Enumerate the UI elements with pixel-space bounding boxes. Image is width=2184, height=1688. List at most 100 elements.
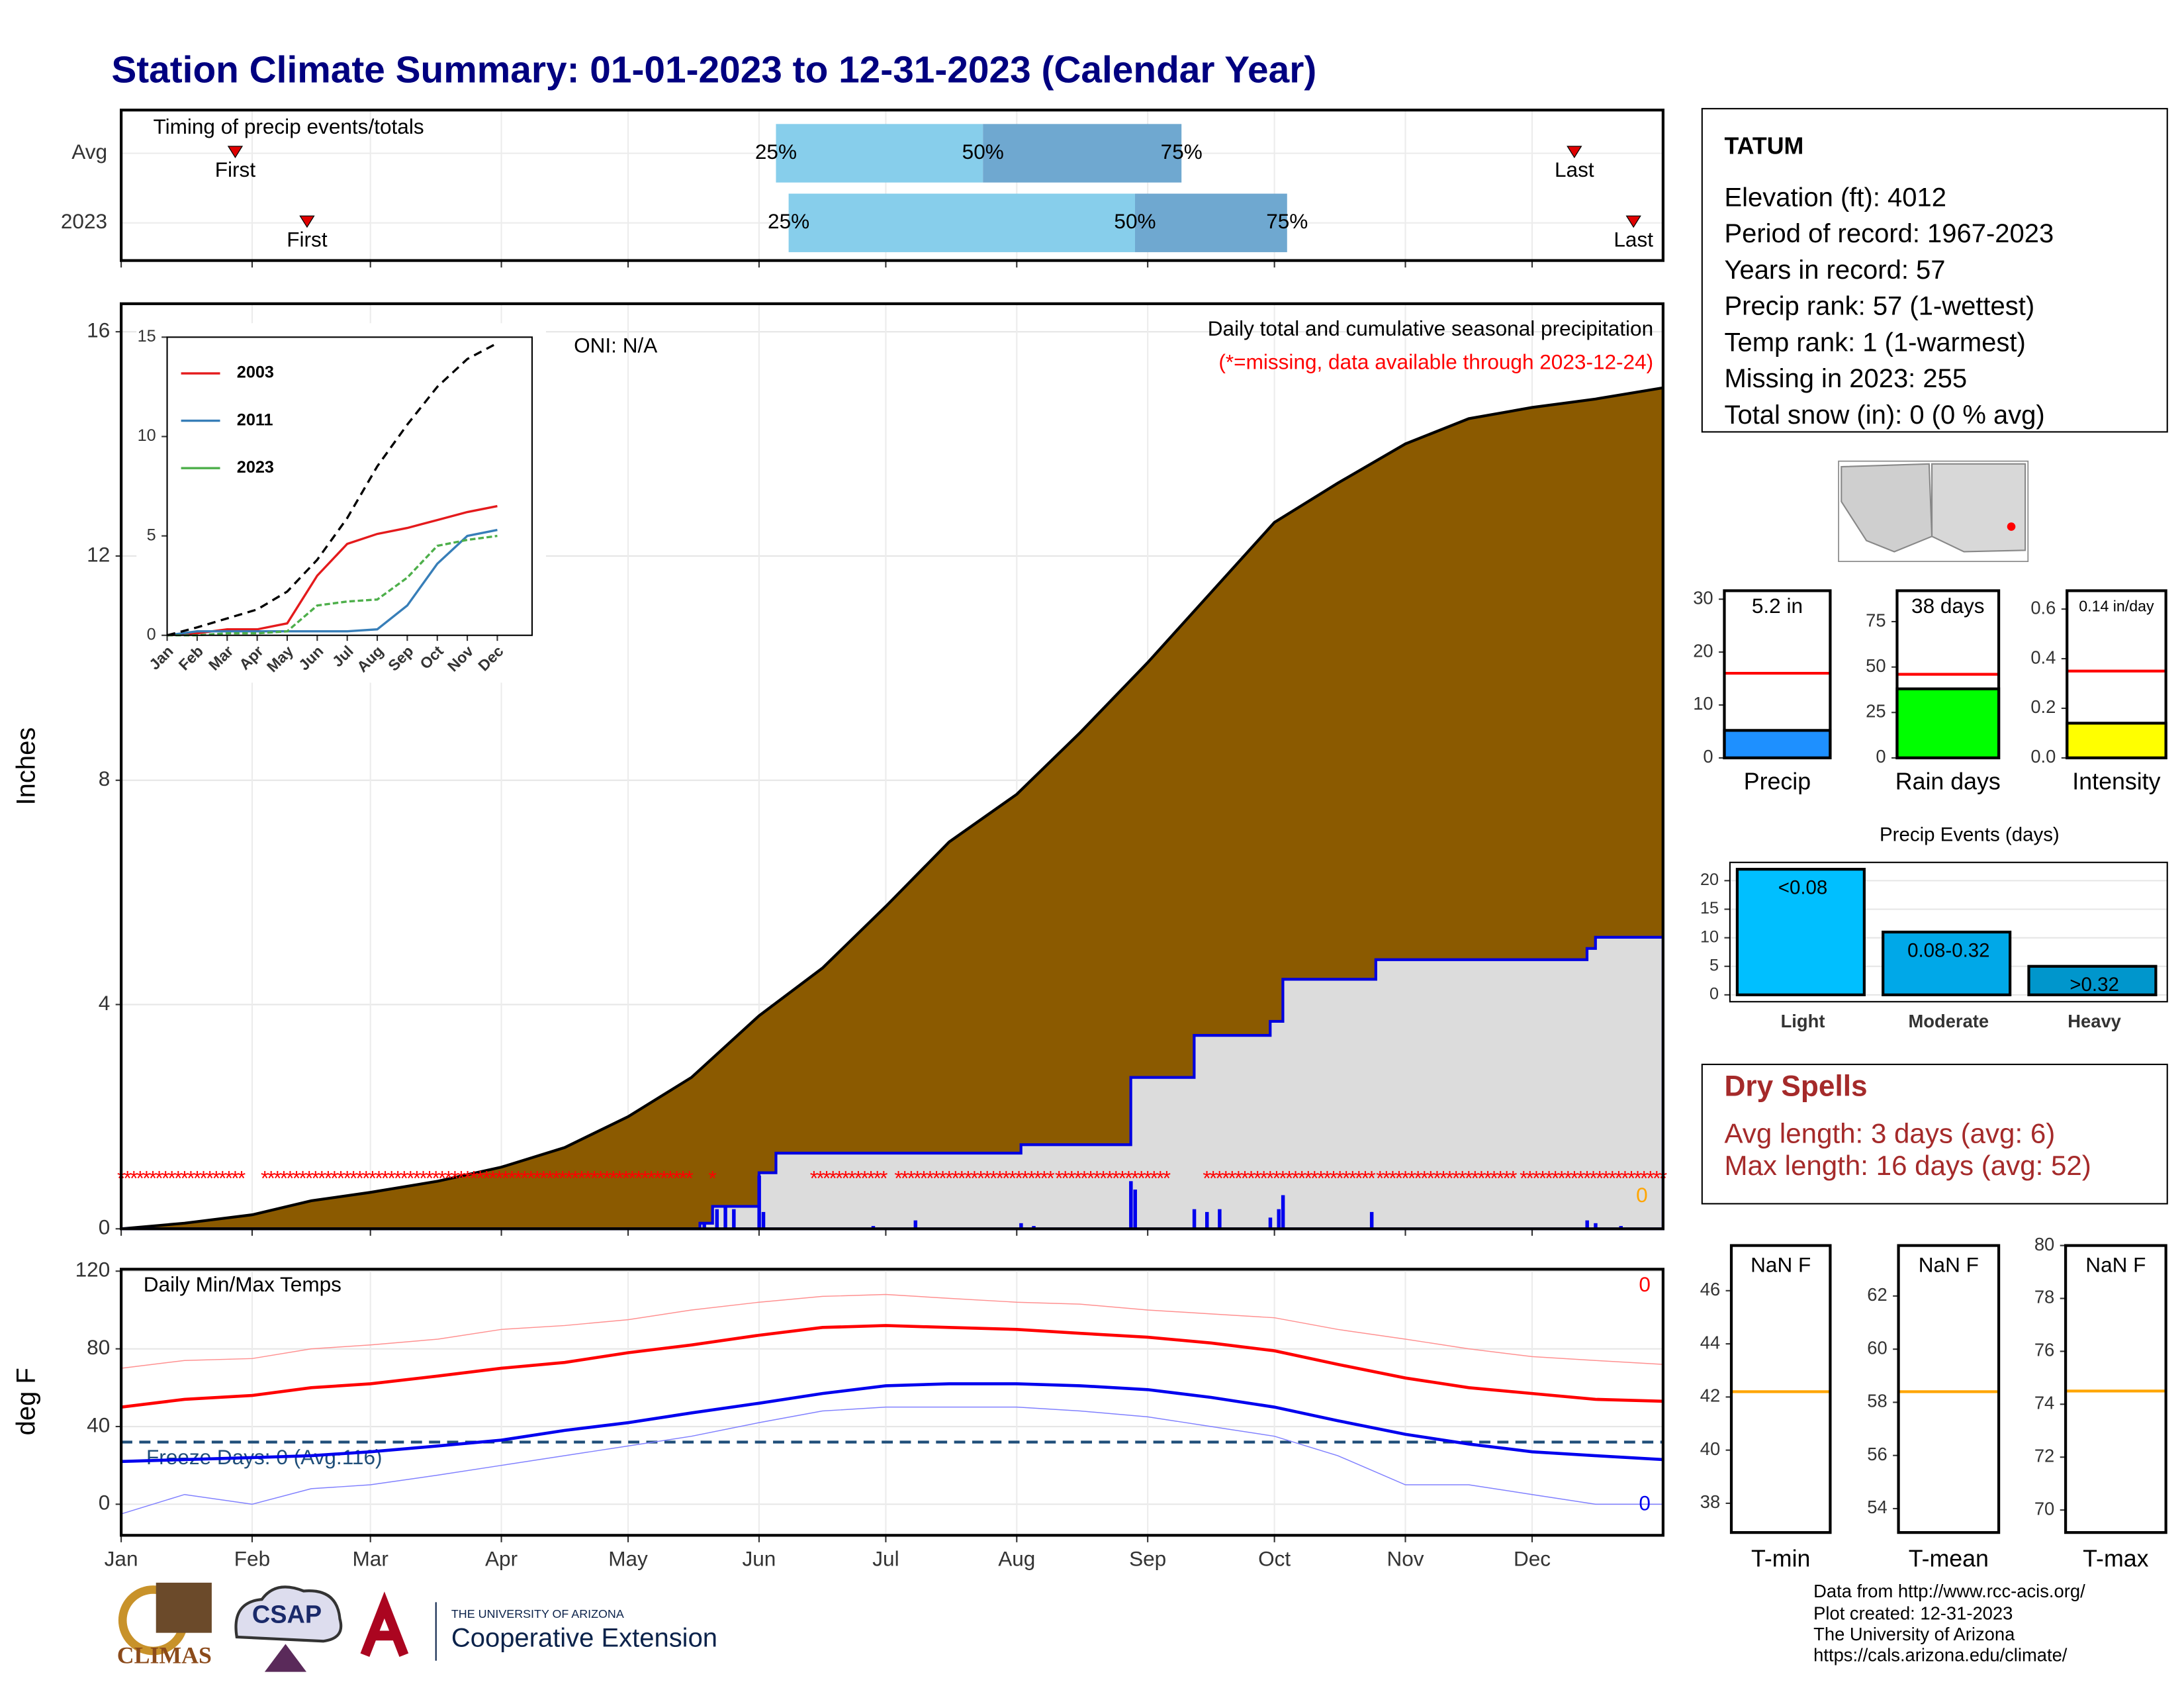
y-tick-label: 25: [1866, 701, 1886, 722]
y-axis-label: Inches: [12, 727, 41, 806]
daily-bar: [1019, 1223, 1023, 1229]
y-tick-label: 15: [138, 327, 156, 346]
missing-marker: *: [835, 1166, 843, 1190]
x-tick-label: Heavy: [2068, 1011, 2121, 1031]
missing-marker: *: [810, 1166, 818, 1190]
x-tick-label: Moderate: [1909, 1011, 1989, 1031]
missing-marker: *: [349, 1166, 357, 1190]
missing-marker: *: [590, 1166, 598, 1190]
daily-bar: [913, 1220, 918, 1229]
missing-marker: *: [1576, 1166, 1584, 1190]
missing-marker: *: [457, 1166, 465, 1190]
missing-marker: *: [521, 1166, 529, 1190]
missing-marker: *: [1015, 1166, 1023, 1190]
missing-marker: *: [552, 1166, 560, 1190]
chart-title: Daily total and cumulative seasonal prec…: [1208, 316, 1653, 340]
y-tick-label: 0: [1709, 985, 1719, 1004]
missing-marker: *: [1099, 1166, 1107, 1190]
missing-marker: *: [596, 1166, 604, 1190]
cumulative-area: [121, 935, 1664, 1231]
missing-marker: *: [1509, 1166, 1517, 1190]
x-tick-label: Nov: [1387, 1547, 1424, 1571]
missing-marker: *: [901, 1166, 909, 1190]
logo-text: CLIMAS: [117, 1642, 212, 1669]
missing-marker: *: [1477, 1166, 1485, 1190]
x-tick-label: Mar: [353, 1547, 388, 1571]
missing-marker: *: [571, 1166, 579, 1190]
missing-marker: *: [1589, 1166, 1597, 1190]
plot-bg: [2066, 1245, 2166, 1533]
daily-bar: [757, 1175, 761, 1229]
info-box: [1701, 108, 2168, 433]
missing-marker: *: [218, 1166, 226, 1190]
missing-marker: *: [381, 1166, 389, 1190]
missing-marker: *: [1427, 1166, 1435, 1190]
daily-bar: [702, 1223, 706, 1229]
bar: [1882, 930, 2012, 997]
y-tick-label: 56: [1867, 1444, 1887, 1464]
missing-marker: *: [913, 1166, 921, 1190]
footer-line: Data from http://www.rcc-acis.org/: [1813, 1581, 2085, 1601]
missing-marker: *: [273, 1166, 281, 1190]
missing-marker: *: [1342, 1166, 1350, 1190]
missing-marker: *: [1150, 1166, 1158, 1190]
missing-marker: *: [495, 1166, 503, 1190]
logos: CLIMAS CSAP THE UNIVERSITY OF ARIZONA Co…: [117, 1582, 717, 1672]
missing-marker: *: [1433, 1166, 1441, 1190]
y-tick-label: 4: [99, 991, 111, 1015]
y-tick-label: 0.6: [2030, 597, 2056, 618]
value-label: 5.2 in: [1752, 594, 1803, 618]
missing-marker: *: [1526, 1166, 1534, 1190]
info-line: Years in record: 57: [1724, 256, 1945, 285]
y-tick-label: 8: [99, 767, 111, 790]
bar: [2027, 964, 2158, 997]
y-tick-label: 0: [99, 1491, 111, 1515]
daily-bar: [1369, 1211, 1374, 1229]
plot-bg: [1731, 1245, 1831, 1533]
panel-label: T-max: [2083, 1546, 2148, 1572]
value-label: NaN F: [1751, 1252, 1811, 1276]
series-line: [167, 504, 498, 637]
missing-marker: *: [1330, 1166, 1338, 1190]
info-line: Missing in 2023: 255: [1724, 364, 1967, 393]
csap-logo: [264, 1644, 307, 1672]
y-tick-label: 54: [1867, 1497, 1887, 1517]
bar: [1723, 729, 1832, 760]
missing-marker: *: [1260, 1166, 1268, 1190]
y-tick-label: 78: [2034, 1287, 2054, 1307]
missing-marker: *: [413, 1166, 421, 1190]
missing-marker: *: [1496, 1166, 1504, 1190]
missing-marker: *: [1234, 1166, 1242, 1190]
missing-marker: *: [666, 1166, 674, 1190]
missing-marker: *: [136, 1166, 144, 1190]
logo-text: THE UNIVERSITY OF ARIZONA: [451, 1607, 624, 1620]
y-tick-label: 76: [2034, 1340, 2054, 1360]
missing-marker: *: [1503, 1166, 1511, 1190]
daily-bar: [1619, 1226, 1623, 1229]
missing-marker: *: [894, 1166, 902, 1190]
series-line: [120, 1324, 1663, 1409]
x-tick-label: May: [608, 1547, 648, 1571]
quartile-bar: [983, 124, 1182, 183]
y-tick-label: 44: [1700, 1332, 1720, 1352]
missing-marker: *: [508, 1166, 516, 1190]
y-tick-label: 30: [1693, 587, 1713, 608]
y-tick-label: 58: [1867, 1391, 1887, 1411]
x-tick-label: Sep: [1129, 1547, 1166, 1571]
x-tick-label: Feb: [234, 1547, 270, 1571]
missing-marker: *: [952, 1166, 960, 1190]
missing-marker: *: [1621, 1166, 1629, 1190]
missing-marker: *: [193, 1166, 201, 1190]
missing-marker: *: [1209, 1166, 1217, 1190]
quartile-label: 25%: [768, 209, 809, 233]
missing-marker: *: [155, 1166, 163, 1190]
missing-marker: *: [406, 1166, 414, 1190]
missing-marker: *: [337, 1166, 345, 1190]
missing-marker: *: [823, 1166, 831, 1190]
missing-marker: *: [1317, 1166, 1325, 1190]
panel-label: Precip: [1744, 768, 1811, 794]
missing-marker: *: [267, 1166, 275, 1190]
missing-marker: *: [470, 1166, 478, 1190]
